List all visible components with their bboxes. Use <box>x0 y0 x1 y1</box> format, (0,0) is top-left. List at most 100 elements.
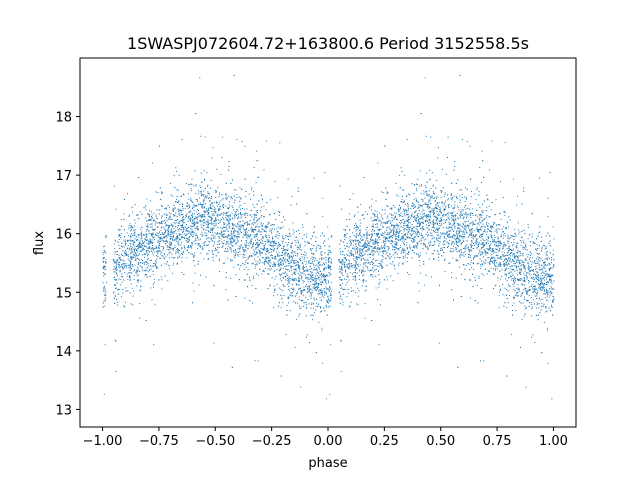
data-point <box>393 229 395 231</box>
data-point <box>345 229 347 231</box>
data-point <box>533 280 535 282</box>
data-point <box>407 214 409 216</box>
data-point <box>102 251 104 253</box>
data-point <box>529 270 531 272</box>
data-point <box>239 251 241 253</box>
data-point <box>211 250 213 252</box>
data-point <box>165 213 167 215</box>
data-point <box>124 253 126 255</box>
data-point <box>231 238 233 240</box>
data-point <box>294 269 296 271</box>
data-point <box>315 275 317 277</box>
data-point <box>119 234 121 236</box>
data-point <box>421 227 423 229</box>
data-point <box>167 233 169 235</box>
data-point <box>416 222 418 224</box>
data-point <box>419 217 421 219</box>
data-point <box>318 292 320 294</box>
data-point <box>170 229 172 231</box>
data-point <box>490 236 492 238</box>
data-point <box>199 238 201 240</box>
data-point <box>154 228 156 230</box>
data-point <box>376 249 378 251</box>
data-point <box>211 234 213 236</box>
data-point <box>530 263 532 265</box>
data-point <box>236 233 238 235</box>
data-point <box>181 210 183 212</box>
data-point <box>385 233 387 235</box>
data-point <box>328 261 330 263</box>
data-point <box>513 282 515 284</box>
data-point <box>407 226 409 228</box>
data-point <box>397 208 399 210</box>
data-point <box>390 240 392 242</box>
data-point <box>327 249 329 251</box>
data-point <box>469 208 471 210</box>
data-point <box>489 264 491 266</box>
data-point <box>259 251 261 253</box>
data-point <box>407 204 409 206</box>
data-point <box>338 292 340 294</box>
data-point <box>513 263 515 265</box>
data-point <box>385 257 387 259</box>
data-point <box>375 242 377 244</box>
data-point <box>340 340 342 342</box>
data-point <box>207 184 209 186</box>
data-point <box>312 259 314 261</box>
data-point <box>398 208 400 210</box>
data-point <box>473 230 475 232</box>
data-point <box>553 288 555 290</box>
data-point <box>286 260 288 262</box>
data-point <box>149 260 151 262</box>
data-point <box>286 273 288 275</box>
data-point <box>127 255 129 257</box>
data-point <box>228 218 230 220</box>
data-point <box>137 214 139 216</box>
data-point <box>461 210 463 212</box>
data-point <box>227 257 229 259</box>
data-point <box>543 278 545 280</box>
data-point <box>284 259 286 261</box>
data-point <box>263 269 265 271</box>
data-point <box>147 271 149 273</box>
data-point <box>246 212 248 214</box>
data-point <box>151 162 153 164</box>
data-point <box>197 248 199 249</box>
data-point <box>123 213 125 215</box>
data-point <box>181 214 183 216</box>
data-point <box>472 235 474 237</box>
data-point <box>475 214 477 216</box>
data-point <box>151 211 153 213</box>
data-point <box>502 283 504 285</box>
data-point <box>399 174 401 176</box>
data-point <box>215 201 217 203</box>
data-point <box>284 285 286 287</box>
data-point <box>449 262 451 264</box>
data-point <box>338 268 340 270</box>
data-point <box>417 213 419 215</box>
data-point <box>140 243 142 245</box>
data-point <box>414 219 416 221</box>
data-point <box>195 185 197 187</box>
data-point <box>164 207 166 209</box>
data-point <box>454 165 456 167</box>
data-point <box>178 252 180 254</box>
data-point <box>114 294 116 296</box>
data-point <box>122 246 124 248</box>
data-point <box>462 248 464 250</box>
data-point <box>241 232 243 234</box>
data-point <box>192 242 194 244</box>
data-point <box>373 213 375 215</box>
data-point <box>322 274 324 276</box>
data-point <box>331 236 333 238</box>
data-point <box>352 241 354 243</box>
data-point <box>168 226 170 228</box>
data-point <box>348 255 350 257</box>
data-point <box>506 263 508 265</box>
data-point <box>498 265 500 267</box>
data-point <box>457 223 459 224</box>
data-point <box>376 211 378 213</box>
data-point <box>103 267 105 269</box>
data-point <box>430 229 432 231</box>
data-point <box>285 268 287 270</box>
